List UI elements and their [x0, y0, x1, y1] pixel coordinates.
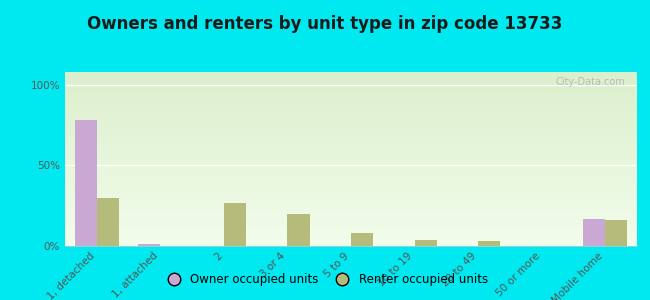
Bar — [224, 202, 246, 246]
Bar — [138, 244, 161, 246]
Bar — [415, 240, 437, 246]
Bar — [287, 214, 309, 246]
Bar — [97, 198, 119, 246]
Bar — [478, 241, 500, 246]
Text: City-Data.com: City-Data.com — [556, 77, 625, 87]
Bar — [583, 219, 605, 246]
Bar — [75, 120, 97, 246]
Text: Owners and renters by unit type in zip code 13733: Owners and renters by unit type in zip c… — [87, 15, 563, 33]
Bar — [605, 220, 627, 246]
Legend: Owner occupied units, Renter occupied units: Owner occupied units, Renter occupied un… — [157, 269, 493, 291]
Bar — [351, 233, 373, 246]
